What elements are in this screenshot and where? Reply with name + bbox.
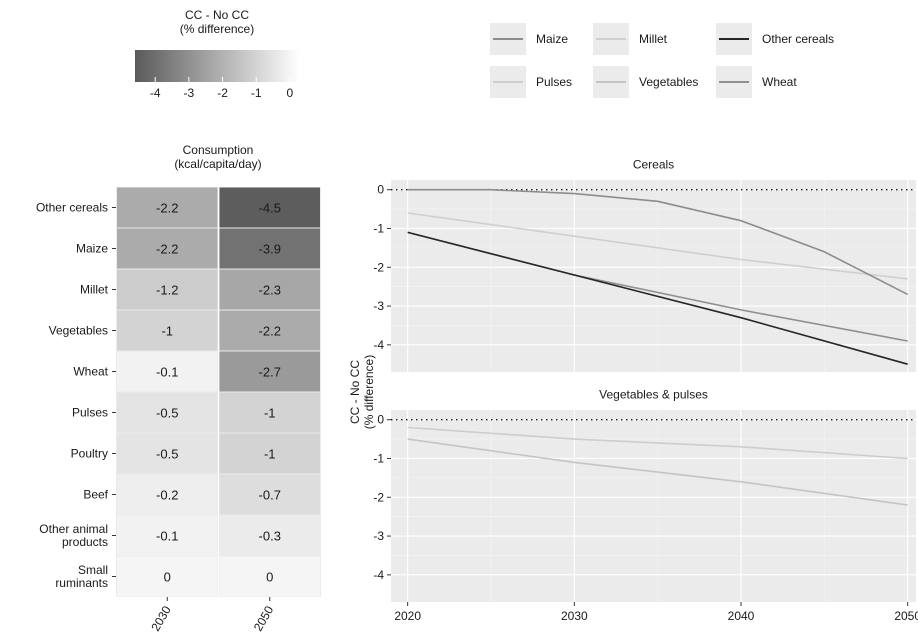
heatmap-cell: [117, 187, 218, 228]
heatmap-cell-label: -4.5: [259, 201, 281, 216]
heatmap-cell: [117, 556, 218, 597]
heatmap-cell-label: -1: [264, 406, 276, 421]
heatmap-cell-label: -1: [264, 447, 276, 462]
legend-background: [478, 14, 914, 102]
series-line-maize: [407, 188, 909, 296]
heatmap-row-label: Beef: [83, 488, 108, 502]
heatmap-row-label: Maize: [76, 242, 108, 256]
facet-strip: [391, 380, 916, 409]
facet-strip: [391, 150, 916, 179]
heatmap-cell: [117, 433, 218, 474]
heatmap-cell: [219, 474, 320, 515]
legend-label: Vegetables: [639, 75, 698, 89]
heatmap-cell: [219, 269, 320, 310]
y-tick-label: -4: [373, 338, 384, 352]
heatmap-row-label: Other animal products: [39, 522, 108, 549]
y-tick-label: -1: [373, 221, 384, 235]
heatmap-cell-label: -1.2: [156, 283, 178, 298]
heatmap-cell: [219, 556, 320, 597]
heatmap-row-label: Other cereals: [36, 201, 108, 215]
heatmap-cell-label: -2.7: [259, 365, 281, 380]
heatmap-cell-label: -0.5: [156, 447, 178, 462]
heatmap-cell-label: -0.7: [259, 488, 281, 503]
heatmap-cell-label: -0.1: [156, 529, 178, 544]
legend-label: Pulses: [536, 75, 572, 89]
heatmap-row-label: Poultry: [71, 447, 108, 461]
x-tick-label: 2020: [394, 609, 421, 623]
heatmap-chart: Consumption (kcal/capita/day) Other cereal…: [36, 143, 321, 634]
heatmap-cell-label: -2.2: [156, 201, 178, 216]
heatmap-cell-label: -0.5: [156, 406, 178, 421]
heatmap-cell-label: -0.1: [156, 365, 178, 380]
line-chart: CC - No CC(% difference) Cereals 0 -1 -2 -3 -4…: [348, 150, 918, 623]
heatmap-cell: [117, 392, 218, 433]
heatmap-cell-label: -1: [161, 324, 173, 339]
legend-label: Millet: [639, 32, 668, 46]
colorbar-tick-label: 0: [287, 86, 294, 100]
heatmap-cell: [219, 392, 320, 433]
y-tick-label: -3: [373, 529, 384, 543]
heatmap-title: Consumption (kcal/capita/day): [174, 143, 261, 171]
legend-label: Wheat: [762, 75, 797, 89]
heatmap-row-label: Pulses: [72, 406, 108, 420]
y-tick-label: -4: [373, 568, 384, 582]
colorbar-title: CC - No CC (% difference): [180, 8, 254, 36]
heatmap-row-label: Vegetables: [49, 324, 108, 338]
series-line-other-cereals: [407, 231, 908, 365]
x-tick-label: 2030: [561, 609, 588, 623]
series-line-pulses: [407, 426, 908, 460]
colorbar-tick-label: -3: [184, 86, 195, 100]
legend-label: Maize: [536, 32, 568, 46]
line-y-axis-label: CC - No CC(% difference): [348, 355, 376, 429]
heatmap-cell-label: -2.2: [156, 242, 178, 257]
heatmap-cell: [117, 310, 218, 351]
heatmap-cell: [219, 187, 320, 228]
colorbar: CC - No CC (% difference) -4 -3 -2 -1 0: [135, 8, 300, 100]
heatmap-cell-label: -0.2: [156, 488, 178, 503]
x-tick-label: 2040: [728, 609, 755, 623]
y-tick-label: 0: [377, 413, 384, 427]
heatmap-cell-label: -3.9: [259, 242, 281, 257]
series-line-millet: [407, 212, 908, 280]
x-tick-label: 2050: [894, 609, 918, 623]
heatmap-cell: [117, 474, 218, 515]
heatmap-cell: [219, 515, 320, 556]
legend-label: Other cereals: [762, 32, 834, 46]
y-tick-label: -2: [373, 490, 384, 504]
heatmap-cell-label: 0: [266, 570, 273, 585]
heatmap-col-label: 2030: [148, 603, 174, 633]
heatmap-cell-label: -2.2: [259, 324, 281, 339]
plot-panel: [391, 180, 916, 372]
heatmap-row-label: Millet: [80, 283, 109, 297]
colorbar-tick-label: -4: [150, 86, 161, 100]
heatmap-cell: [117, 228, 218, 269]
colorbar-tick-label: -2: [217, 86, 228, 100]
legend: Maize Millet Other cereals Pulses Vegetables…: [478, 14, 914, 102]
colorbar-tick-label: -1: [251, 86, 262, 100]
heatmap-cell: [219, 351, 320, 392]
y-tick-label: -1: [373, 451, 384, 465]
heatmap-cell: [117, 269, 218, 310]
heatmap-col-label: 2050: [251, 603, 277, 633]
heatmap-row-label: Small ruminants: [55, 563, 108, 590]
facet-title: Vegetables & pulses: [599, 388, 708, 402]
heatmap-cell: [219, 228, 320, 269]
colorbar-swatch: [135, 50, 300, 82]
heatmap-cell: [117, 351, 218, 392]
facet-title: Cereals: [633, 158, 674, 172]
heatmap-cell: [219, 310, 320, 351]
series-line-vegetables: [407, 438, 908, 506]
heatmap-cell: [117, 515, 218, 556]
y-tick-label: -2: [373, 260, 384, 274]
y-tick-label: -3: [373, 299, 384, 313]
heatmap-cell-label: 0: [164, 570, 171, 585]
heatmap-cell-label: -0.3: [259, 529, 281, 544]
heatmap-cell: [219, 433, 320, 474]
heatmap-cell-label: -2.3: [259, 283, 281, 298]
heatmap-row-label: Wheat: [73, 365, 108, 379]
y-tick-label: 0: [377, 183, 384, 197]
